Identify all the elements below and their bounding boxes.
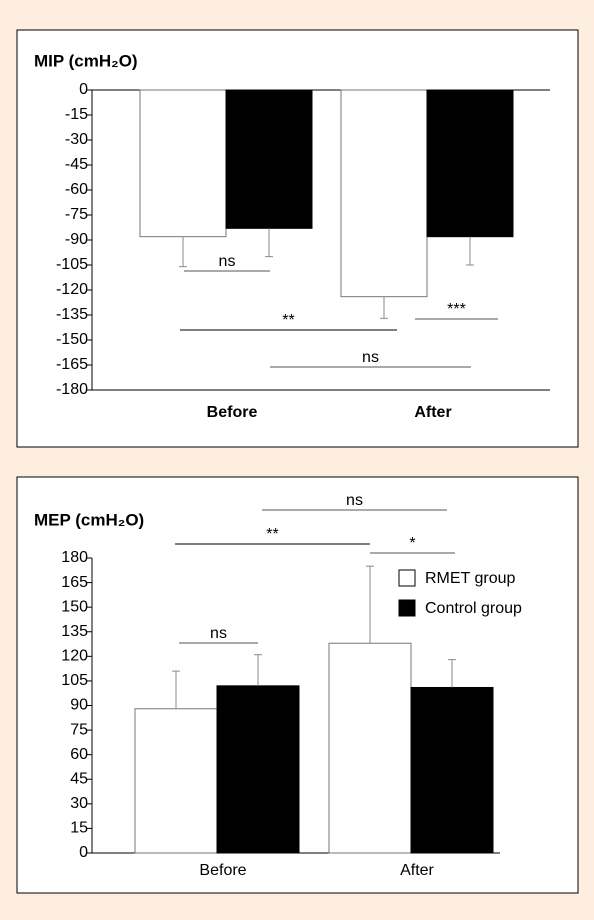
legend-label: Control group bbox=[425, 600, 522, 617]
y-tick-label: -15 bbox=[65, 106, 88, 123]
y-tick-label: -180 bbox=[56, 381, 88, 398]
legend-swatch bbox=[398, 599, 416, 617]
y-tick-label: 75 bbox=[70, 721, 88, 738]
y-tick-label: 150 bbox=[61, 598, 88, 615]
y-tick-label: 30 bbox=[70, 795, 88, 812]
y-tick-label: 60 bbox=[70, 746, 88, 763]
bar bbox=[410, 686, 494, 854]
y-tick-label: -60 bbox=[65, 181, 88, 198]
legend-swatch bbox=[398, 569, 416, 587]
significance-label: *** bbox=[447, 301, 466, 318]
y-tick-label: -105 bbox=[56, 256, 88, 273]
y-tick-label: -135 bbox=[56, 306, 88, 323]
y-tick-label: 0 bbox=[79, 844, 88, 861]
y-tick-label: -30 bbox=[65, 131, 88, 148]
bar bbox=[340, 89, 428, 298]
y-tick-label: 0 bbox=[79, 81, 88, 98]
y-tick-label: 120 bbox=[61, 648, 88, 665]
significance-label: ns bbox=[210, 625, 227, 642]
y-tick-label: 180 bbox=[61, 549, 88, 566]
bar bbox=[225, 89, 313, 229]
y-tick-label: 165 bbox=[61, 574, 88, 591]
bar bbox=[134, 708, 218, 854]
significance-label: ** bbox=[282, 312, 294, 329]
y-tick-label: -90 bbox=[65, 231, 88, 248]
y-tick-label: -45 bbox=[65, 156, 88, 173]
y-tick-label: 90 bbox=[70, 697, 88, 714]
significance-label: ns bbox=[346, 492, 363, 509]
chart-title: MEP (cmH₂O) bbox=[34, 510, 144, 529]
significance-label: ** bbox=[266, 526, 278, 543]
x-tick-label: After bbox=[400, 862, 434, 879]
y-tick-label: 105 bbox=[61, 672, 88, 689]
y-tick-label: 135 bbox=[61, 623, 88, 640]
significance-label: * bbox=[409, 535, 415, 552]
y-tick-label: -120 bbox=[56, 281, 88, 298]
y-tick-label: -165 bbox=[56, 356, 88, 373]
bar bbox=[328, 642, 412, 854]
bar bbox=[216, 685, 300, 854]
y-tick-label: 15 bbox=[70, 820, 88, 837]
y-tick-label: -75 bbox=[65, 206, 88, 223]
significance-label: ns bbox=[362, 349, 379, 366]
legend-label: RMET group bbox=[425, 570, 516, 587]
y-tick-label: 45 bbox=[70, 770, 88, 787]
x-tick-label: Before bbox=[199, 862, 246, 879]
significance-label: ns bbox=[219, 253, 236, 270]
x-tick-label: Before bbox=[207, 404, 258, 421]
y-tick-label: -150 bbox=[56, 331, 88, 348]
chart-title: MIP (cmH₂O) bbox=[34, 51, 138, 70]
x-tick-label: After bbox=[414, 404, 451, 421]
bar bbox=[426, 89, 514, 238]
bar bbox=[139, 89, 227, 238]
